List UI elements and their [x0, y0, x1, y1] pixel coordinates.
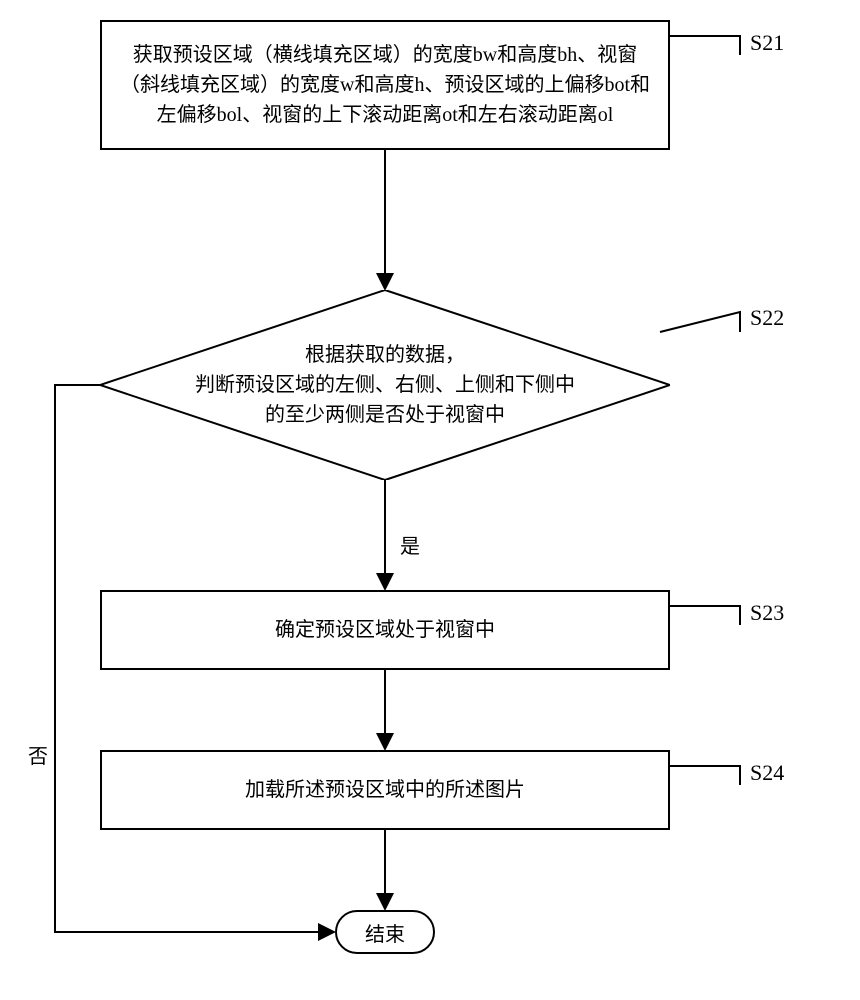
label-s24: S24 [750, 760, 784, 786]
node-s23: 确定预设区域处于视窗中 [100, 590, 670, 670]
node-s24-text: 加载所述预设区域中的所述图片 [245, 775, 525, 805]
node-s24: 加载所述预设区域中的所述图片 [100, 750, 670, 830]
flowchart-canvas: 获取预设区域（横线填充区域）的宽度bw和高度bh、视窗（斜线填充区域）的宽度w和… [0, 0, 860, 1000]
label-s23: S23 [750, 600, 784, 626]
node-s21: 获取预设区域（横线填充区域）的宽度bw和高度bh、视窗（斜线填充区域）的宽度w和… [100, 20, 670, 150]
node-end: 结束 [335, 910, 435, 954]
node-end-text: 结束 [365, 918, 405, 947]
node-s21-text: 获取预设区域（横线填充区域）的宽度bw和高度bh、视窗（斜线填充区域）的宽度w和… [114, 40, 656, 130]
label-s21: S21 [750, 30, 784, 56]
node-s23-text: 确定预设区域处于视窗中 [275, 615, 495, 645]
label-s22: S22 [750, 305, 784, 331]
node-s22 [100, 290, 670, 480]
edge-label-no: 否 [28, 740, 48, 769]
edge-label-yes: 是 [400, 530, 420, 559]
edges-overlay [0, 0, 860, 1000]
